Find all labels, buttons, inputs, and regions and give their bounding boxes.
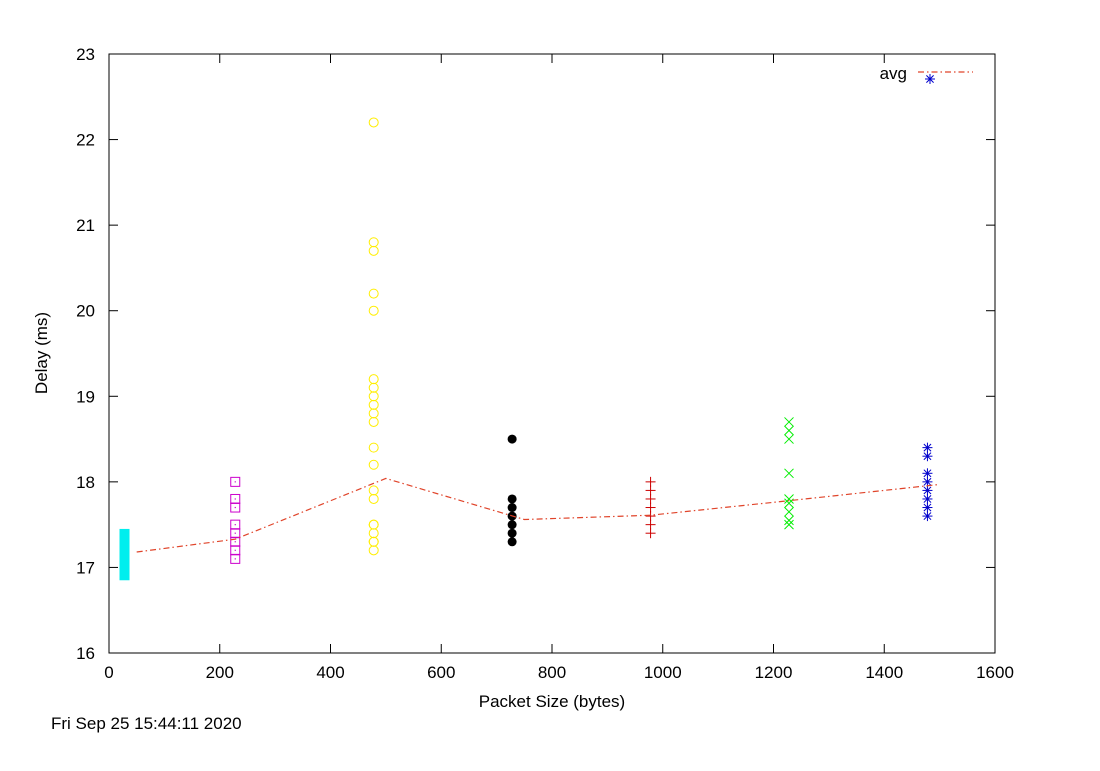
data-point [230,502,241,513]
data-point [645,502,656,513]
plot-frame [108,53,996,654]
data-point [645,476,656,487]
data-point [922,442,933,453]
x-tick-label: 1200 [755,663,793,682]
data-point [368,245,379,256]
series-1 [230,476,241,564]
data-point [230,553,241,564]
x-tick-label: 0 [104,663,113,682]
series-layer [119,117,933,581]
data-point [230,476,241,487]
data-point [922,511,933,522]
data-point [368,536,379,547]
data-bar [119,528,130,581]
x-tick-label: 1400 [865,663,903,682]
legend-marker-asterisk [925,74,935,84]
data-point [645,511,656,522]
data-point [784,498,794,509]
data-point [922,502,933,513]
data-point [784,434,794,444]
data-point [368,493,379,504]
data-point [784,425,794,436]
data-point [368,459,379,470]
x-tick-label: 1600 [976,663,1014,682]
data-point [368,408,379,419]
data-point [784,417,794,427]
data-point [645,528,656,539]
data-point [230,493,241,504]
y-tick-label: 19 [76,387,95,406]
data-point [230,545,241,556]
data-point [230,519,241,530]
data-point [368,545,379,556]
series-6 [922,442,933,522]
x-tick-label: 400 [316,663,344,682]
y-tick-label: 18 [76,473,95,492]
legend-label-avg: avg [880,64,907,83]
data-point [922,485,933,496]
data-point [368,382,379,393]
avg-line [136,477,940,553]
y-axis-label: Delay (ms) [32,312,51,394]
data-point [507,528,517,538]
series-5 [784,417,794,530]
data-point [507,520,517,530]
data-point [507,503,517,513]
data-point [922,468,933,479]
data-point [368,528,379,539]
series-4 [645,476,656,539]
data-point [784,468,794,479]
timestamp: Fri Sep 25 15:44:11 2020 [51,714,242,733]
x-tick-label: 600 [427,663,455,682]
y-tick-label: 16 [76,644,95,663]
data-point [645,493,656,504]
data-point [922,451,933,462]
series-2 [368,117,379,556]
y-tick-label: 21 [76,216,95,235]
data-point [368,519,379,530]
y-tick-label: 20 [76,302,95,321]
legend-marker-point [925,74,935,84]
x-tick-label: 200 [206,663,234,682]
axis-tick-labels: 0 200 400 600 800 1000 1200 1400 1600 16 17 18 19 20 2… [76,45,1014,682]
data-point [784,519,794,530]
axis-ticks [108,53,996,654]
y-tick-label: 22 [76,131,95,150]
data-point [368,416,379,427]
data-point [645,519,656,530]
x-axis-label: Packet Size (bytes) [479,692,625,711]
data-point [368,399,379,410]
data-point [507,434,517,444]
data-point [368,288,379,299]
legend: avg [880,64,973,84]
data-point [368,237,379,248]
data-point [507,494,517,504]
data-point [368,117,379,128]
data-point [922,493,933,504]
data-point [368,374,379,385]
data-point [368,305,379,316]
data-point [230,528,241,539]
data-point [368,485,379,496]
series-0 [119,528,130,581]
data-point [368,442,379,453]
y-tick-label: 17 [76,558,95,577]
data-point [784,515,794,526]
x-tick-label: 1000 [644,663,682,682]
data-point [645,485,656,496]
series-3 [507,434,517,547]
data-point [784,494,794,504]
x-tick-label: 800 [538,663,566,682]
data-point [368,391,379,402]
y-tick-label: 23 [76,45,95,64]
data-point [507,537,517,547]
data-point [784,506,794,517]
